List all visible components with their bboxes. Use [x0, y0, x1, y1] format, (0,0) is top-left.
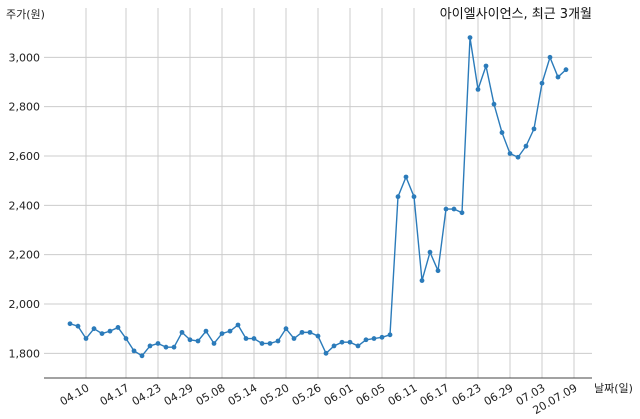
data-point: [179, 329, 185, 335]
data-point: [387, 332, 393, 338]
data-point: [211, 341, 217, 346]
data-point: [499, 130, 505, 135]
data-point: [299, 329, 305, 335]
data-point: [219, 331, 225, 336]
data-point: [155, 341, 161, 346]
data-point: [355, 343, 361, 349]
data-point: [187, 337, 193, 343]
x-axis-title: 날짜(일): [594, 381, 633, 395]
data-point: [491, 101, 497, 107]
x-tick-label: 05.14: [226, 381, 260, 408]
chart-title: 아이엘사이언스, 최근 3개월: [440, 7, 592, 22]
data-point: [435, 268, 441, 274]
x-tick-label: 04.17: [98, 381, 132, 408]
data-point: [123, 336, 129, 341]
data-point: [483, 63, 489, 69]
data-point: [163, 344, 169, 350]
data-point: [203, 328, 209, 334]
grid-layer: [44, 8, 592, 378]
data-point: [323, 350, 329, 356]
data-point: [259, 341, 265, 346]
x-tick-labels: 04.10 04.1704.2304.2905.0805.1405.2005.26…: [58, 381, 580, 417]
data-point: [467, 35, 473, 40]
data-point: [67, 321, 73, 327]
data-point: [411, 194, 417, 200]
data-point: [555, 74, 561, 80]
data-point: [347, 339, 353, 345]
data-point: [475, 87, 481, 92]
data-point: [147, 343, 153, 349]
data-point: [427, 249, 433, 255]
data-point: [131, 348, 137, 354]
x-tick-label: 04.29: [162, 381, 196, 408]
data-point: [227, 328, 233, 334]
data-point: [283, 326, 289, 332]
data-point: [275, 338, 281, 344]
x-tick-label: 05.08: [194, 381, 228, 408]
data-point: [139, 353, 145, 359]
data-point: [459, 210, 465, 216]
y-tick-label: 3,000: [9, 51, 41, 64]
x-tick-label: 06.17: [418, 381, 452, 408]
data-point: [83, 336, 89, 341]
x-tick-label: 06.23: [450, 381, 484, 408]
x-tick-label: 06.01: [322, 381, 356, 408]
data-point: [99, 331, 105, 336]
data-point: [107, 328, 113, 334]
data-point: [451, 206, 457, 212]
data-point: [315, 333, 321, 339]
data-point: [91, 326, 97, 332]
data-point: [371, 336, 377, 341]
data-point: [547, 54, 553, 60]
data-point: [507, 151, 513, 156]
data-point: [379, 334, 385, 340]
x-tick-label: 05.26: [290, 381, 324, 408]
data-point: [195, 338, 201, 344]
x-tick-label: 06.11: [386, 381, 420, 408]
data-point: [443, 206, 449, 212]
y-tick-label: 2,000: [9, 298, 41, 311]
data-point: [523, 143, 529, 149]
data-point: [243, 336, 249, 341]
data-point: [515, 154, 521, 160]
y-tick-label: 2,800: [9, 101, 41, 114]
data-point: [331, 343, 337, 349]
y-tick-labels: 1,800 2,000 2,200 2,400 2,600 2,800 3,000: [9, 51, 41, 360]
x-tick-label: 04.23: [130, 381, 164, 408]
data-point: [403, 174, 409, 180]
data-point: [267, 341, 273, 346]
y-tick-label: 2,200: [9, 249, 41, 262]
data-point: [251, 336, 257, 341]
x-tick-label: 05.20: [258, 381, 292, 408]
y-tick-label: 2,600: [9, 150, 41, 163]
data-point: [307, 329, 313, 335]
x-tick-label: 04.10: [58, 381, 92, 408]
data-point: [171, 344, 177, 350]
data-point: [363, 337, 369, 343]
x-tick-label: 06.29: [482, 381, 516, 408]
y-axis-title: 주가(원): [6, 8, 45, 21]
data-point: [539, 80, 545, 86]
data-point: [291, 336, 297, 341]
data-point: [235, 322, 241, 328]
data-point: [563, 67, 569, 73]
series-layer: [67, 35, 569, 359]
data-point: [419, 278, 425, 283]
data-point: [531, 126, 537, 132]
y-tick-label: 1,800: [9, 347, 41, 360]
y-tick-label: 2,400: [9, 199, 41, 212]
data-point: [339, 339, 345, 345]
data-point: [115, 325, 121, 330]
data-point: [75, 323, 81, 329]
data-point: [395, 194, 401, 200]
x-tick-label: 06.05: [354, 381, 388, 408]
